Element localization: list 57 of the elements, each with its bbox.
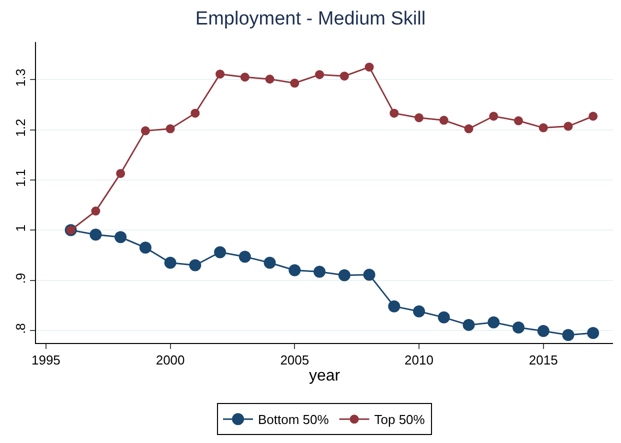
point	[562, 328, 574, 341]
point	[512, 321, 524, 334]
y-tick-label: 1.3	[12, 68, 28, 87]
chart-title: Employment - Medium Skill	[195, 8, 426, 30]
point	[390, 108, 399, 118]
point	[438, 311, 450, 324]
point	[189, 259, 202, 272]
point	[315, 70, 324, 80]
point	[363, 268, 376, 281]
y-tick-label: 1.1	[12, 168, 28, 188]
point	[116, 168, 126, 178]
x-tick-label: 2005	[280, 352, 310, 368]
y-tick-label: 1.2	[12, 118, 28, 137]
point	[238, 250, 251, 263]
point	[265, 74, 274, 84]
point	[340, 72, 349, 81]
point	[537, 324, 550, 337]
y-tick-label: .9	[12, 272, 28, 284]
point	[439, 116, 448, 125]
point	[388, 300, 400, 312]
point	[214, 246, 226, 258]
point	[290, 78, 300, 88]
point	[264, 256, 276, 269]
point	[216, 70, 225, 79]
point	[139, 242, 152, 254]
point	[587, 326, 600, 339]
point	[489, 112, 498, 121]
point	[240, 72, 250, 82]
point	[166, 124, 175, 134]
point	[538, 123, 548, 132]
point	[514, 116, 523, 126]
point	[364, 62, 374, 72]
point	[114, 231, 127, 244]
y-tick-label: 1	[12, 224, 28, 232]
point	[140, 126, 150, 136]
point	[588, 112, 598, 121]
point	[164, 256, 176, 269]
x-tick-label: 2010	[404, 352, 434, 368]
x-tick-label: 1995	[31, 352, 60, 368]
point	[413, 305, 426, 318]
point	[564, 122, 573, 131]
y-tick-label: .8	[12, 323, 28, 334]
point	[190, 108, 200, 118]
point	[488, 316, 500, 328]
x-tick-label: 2015	[528, 352, 558, 368]
point	[288, 264, 301, 276]
legend-label: Bottom 50%	[258, 412, 330, 428]
point	[91, 206, 100, 216]
x-axis-title: year	[308, 368, 341, 385]
point	[464, 124, 474, 134]
point	[90, 228, 102, 241]
x-tick-label: 2000	[156, 352, 185, 368]
legend-label: Top 50%	[374, 412, 426, 428]
point	[414, 113, 424, 122]
point	[462, 318, 475, 331]
point	[314, 266, 326, 278]
point	[338, 269, 350, 282]
